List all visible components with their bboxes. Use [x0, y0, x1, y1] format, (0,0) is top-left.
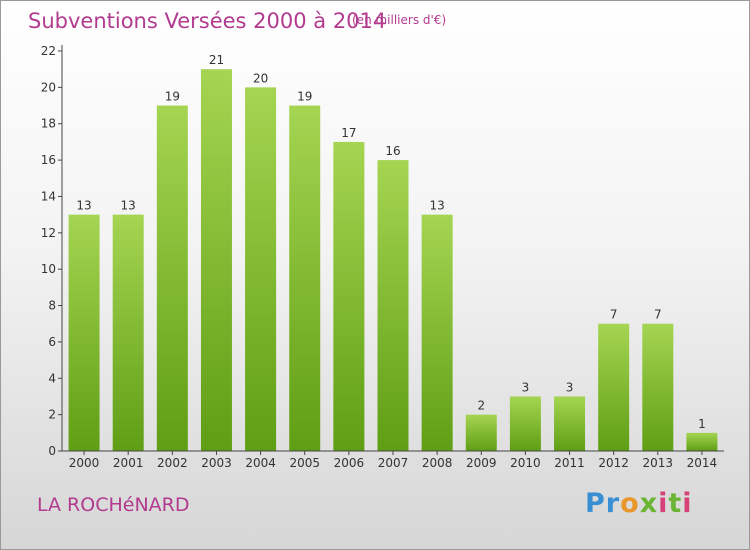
x-tick-label: 2009	[466, 456, 497, 470]
chart-title: Subventions Versées 2000 à 2014	[28, 9, 387, 33]
proxiti-logo: Proxiti	[585, 488, 693, 519]
bar	[245, 87, 277, 451]
bar	[509, 396, 541, 451]
bar	[68, 214, 100, 451]
bar-value-label: 19	[165, 90, 180, 104]
y-tick-label: 12	[41, 226, 56, 240]
bars-group: 13 13 19 21 20 19 17 16 13 2 3 3 7 7 1	[68, 53, 718, 451]
x-tick-label: 2010	[510, 456, 541, 470]
bar	[598, 323, 630, 451]
bar-value-label: 17	[341, 126, 356, 140]
x-tick-label: 2003	[201, 456, 232, 470]
bar-value-label: 19	[297, 90, 312, 104]
bar-value-label: 3	[566, 380, 574, 394]
bar-value-label: 13	[121, 199, 136, 213]
bar	[686, 432, 718, 451]
x-tick-label: 2002	[157, 456, 188, 470]
y-tick-label: 8	[48, 299, 56, 313]
x-tick-label: 2005	[289, 456, 320, 470]
bar	[554, 396, 586, 451]
y-tick-label: 22	[41, 44, 56, 58]
y-tick-label: 20	[41, 80, 56, 94]
y-tick-label: 16	[41, 153, 56, 167]
x-tick-label: 2007	[378, 456, 409, 470]
x-tick-label: 2006	[334, 456, 365, 470]
bar-value-label: 1	[698, 417, 706, 431]
x-tick-label: 2004	[245, 456, 276, 470]
bar-value-label: 16	[385, 144, 400, 158]
bar	[156, 105, 188, 451]
commune-name: LA ROCHéNARD	[37, 494, 190, 516]
y-tick-label: 0	[48, 444, 56, 458]
bar-value-label: 20	[253, 71, 268, 85]
bar-value-label: 2	[477, 399, 485, 413]
bar-value-label: 7	[610, 308, 618, 322]
bar	[289, 105, 321, 451]
y-tick-label: 2	[48, 408, 56, 422]
x-tick-label: 2013	[643, 456, 674, 470]
y-tick-label: 14	[41, 189, 56, 203]
bar	[200, 69, 232, 451]
x-tick-label: 2000	[69, 456, 100, 470]
bar	[112, 214, 144, 451]
x-tick-label: 2011	[554, 456, 585, 470]
y-tick-label: 4	[48, 371, 56, 385]
x-tick-label: 2012	[598, 456, 629, 470]
y-tick-label: 10	[41, 262, 56, 276]
bar	[377, 160, 409, 451]
bar	[421, 214, 453, 451]
bar-value-label: 13	[76, 199, 91, 213]
bar	[642, 323, 674, 451]
y-tick-label: 18	[41, 117, 56, 131]
y-tick-label: 6	[48, 335, 56, 349]
x-tick-label: 2001	[113, 456, 144, 470]
bar-value-label: 7	[654, 308, 662, 322]
bar-value-label: 21	[209, 53, 224, 67]
bar	[465, 414, 497, 451]
bar-value-label: 13	[429, 199, 444, 213]
x-tick-label: 2008	[422, 456, 453, 470]
bar-value-label: 3	[522, 380, 530, 394]
x-tick-label: 2014	[687, 456, 718, 470]
chart-subtitle: (en milliers d'€)	[352, 13, 447, 27]
bar	[333, 141, 365, 451]
